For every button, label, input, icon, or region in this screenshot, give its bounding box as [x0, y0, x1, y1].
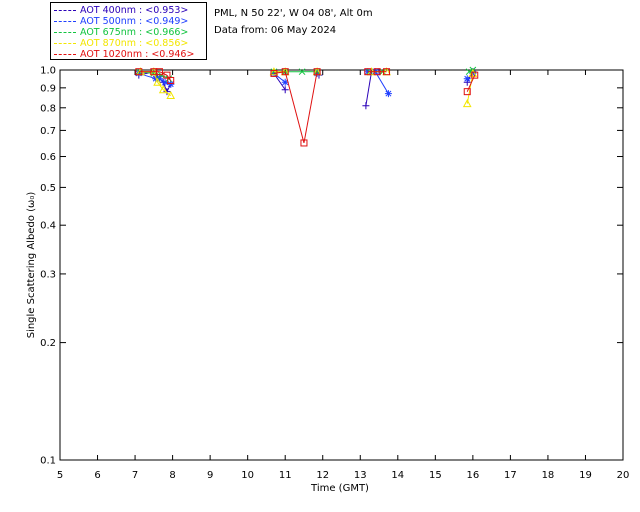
legend-swatch — [54, 54, 76, 55]
data-point — [167, 76, 175, 84]
data-point — [163, 71, 171, 79]
data-point — [281, 68, 289, 76]
legend-label: AOT 1020nm : <0.946> — [80, 49, 195, 60]
data-point — [166, 90, 176, 100]
x-axis-label: Time (GMT) — [310, 483, 369, 494]
legend-label: AOT 870nm : <0.856> — [80, 38, 189, 49]
data-point — [462, 99, 472, 108]
legend: AOT 400nm : <0.953> AOT 500nm : <0.949> … — [50, 2, 207, 60]
data-point — [469, 69, 477, 77]
legend-swatch — [54, 32, 76, 33]
series-line — [374, 71, 389, 94]
date-info: Data from: 06 May 2024 — [214, 25, 337, 36]
data-point — [155, 68, 163, 76]
data-point — [313, 68, 321, 76]
y-tick-label: 0.6 — [40, 152, 56, 163]
plot-frame — [59, 69, 624, 461]
series-line — [159, 71, 168, 76]
data-point — [167, 80, 175, 88]
legend-item-1020nm: AOT 1020nm : <0.946> — [54, 49, 194, 60]
y-tick-label: 0.4 — [40, 221, 56, 232]
legend-label: AOT 400nm : <0.953> — [80, 5, 189, 16]
data-point — [362, 102, 370, 110]
data-point — [364, 68, 372, 76]
data-point — [161, 78, 169, 86]
x-tick-label: 10 — [241, 470, 254, 481]
series-aot-1020nm — [135, 68, 479, 147]
legend-item-400nm: AOT 400nm : <0.953> — [54, 5, 188, 16]
data-point — [300, 139, 308, 147]
series-line — [273, 71, 286, 74]
legend-swatch — [54, 21, 76, 22]
series-line — [365, 71, 373, 106]
data-point — [270, 69, 278, 77]
y-tick-label: 0.9 — [40, 83, 56, 94]
data-point — [135, 69, 143, 77]
y-tick-label: 0.3 — [40, 269, 56, 280]
series-aot-400nm — [135, 68, 477, 110]
data-point — [165, 75, 173, 83]
data-point — [384, 90, 392, 98]
legend-item-870nm: AOT 870nm : <0.856> — [54, 38, 188, 49]
data-point — [281, 78, 289, 86]
legend-label: AOT 675nm : <0.966> — [80, 27, 189, 38]
series-line — [284, 71, 305, 144]
x-tick-label: 18 — [542, 470, 555, 481]
data-point — [463, 75, 471, 83]
legend-swatch — [54, 43, 76, 44]
x-tick-label: 14 — [391, 470, 404, 481]
series-aot-500nm — [135, 68, 477, 98]
x-axis: 5 6 7 8 9 10 11 12 13 14 15 16 17 18 19 20 — [57, 70, 630, 481]
data-point — [463, 88, 471, 96]
x-tick-label: 8 — [169, 470, 175, 481]
data-point — [158, 85, 168, 94]
x-tick-label: 19 — [579, 470, 592, 481]
data-point — [155, 75, 163, 83]
legend-item-675nm: AOT 675nm : <0.966> — [54, 27, 188, 38]
x-tick-label: 6 — [94, 470, 100, 481]
y-tick-label: 0.5 — [40, 183, 56, 194]
series-aot-675nm — [135, 66, 477, 83]
y-tick-label: 0.2 — [40, 338, 56, 349]
x-tick-label: 20 — [617, 470, 630, 481]
data-point — [364, 68, 372, 76]
x-tick-label: 5 — [57, 470, 63, 481]
y-tick-label: 0.1 — [40, 456, 56, 467]
data-point — [163, 88, 171, 96]
x-tick-label: 15 — [429, 470, 442, 481]
data-point — [135, 68, 143, 76]
data-point — [298, 68, 306, 76]
data-point — [281, 86, 289, 94]
data-point — [471, 71, 479, 79]
series-aot-870nm — [136, 67, 478, 108]
x-tick-label: 13 — [354, 470, 367, 481]
data-points — [135, 66, 479, 147]
data-point — [373, 68, 381, 76]
data-point — [383, 68, 391, 76]
data-point — [153, 77, 162, 86]
y-axis: 1.0 0.9 0.8 0.7 0.6 0.5 0.4 0.3 0.2 0.1 — [40, 66, 623, 467]
x-tick-label: 11 — [279, 470, 292, 481]
x-tick-label: 12 — [316, 470, 329, 481]
x-tick-label: 9 — [207, 470, 213, 481]
y-tick-label: 0.8 — [40, 103, 56, 114]
data-point — [269, 67, 279, 76]
legend-swatch — [54, 10, 76, 11]
x-tick-label: 7 — [132, 470, 138, 481]
legend-label: AOT 500nm : <0.949> — [80, 16, 189, 27]
data-point — [152, 75, 160, 83]
data-point — [468, 68, 478, 77]
legend-item-500nm: AOT 500nm : <0.949> — [54, 16, 188, 27]
y-tick-label: 1.0 — [40, 66, 56, 77]
x-tick-label: 17 — [504, 470, 517, 481]
series-line — [303, 71, 318, 144]
y-axis-label: Single Scattering Albedo (ω₀) — [26, 192, 37, 339]
y-tick-label: 0.7 — [40, 126, 56, 137]
x-tick-label: 16 — [466, 470, 479, 481]
site-info: PML, N 50 22', W 04 08', Alt 0m — [214, 8, 373, 19]
